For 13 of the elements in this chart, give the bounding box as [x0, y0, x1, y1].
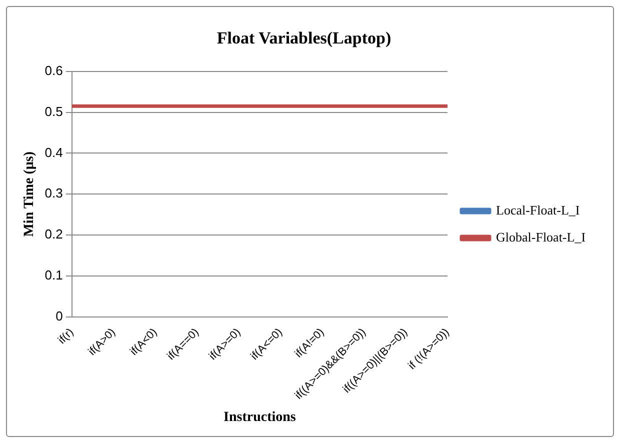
x-axis-title: Instructions [224, 410, 296, 426]
y-tick-label: 0.3 [44, 186, 63, 201]
y-tick-label: 0.1 [44, 268, 63, 283]
legend-label: Local-Float-L_I [496, 202, 580, 218]
y-tick-label: 0.4 [44, 144, 63, 160]
y-tick-label: 0 [56, 308, 63, 324]
y-tick-label: 0.6 [44, 62, 63, 78]
y-tick-label: 0.2 [44, 226, 63, 242]
x-tick-label: if(r) [56, 326, 76, 346]
legend-label: Global-Float-L_I [496, 229, 586, 244]
chart-title: Float Variables(Laptop) [216, 28, 392, 48]
y-axis-title: Min Time (µs) [22, 151, 38, 237]
y-tick-label: 0.5 [44, 104, 63, 119]
